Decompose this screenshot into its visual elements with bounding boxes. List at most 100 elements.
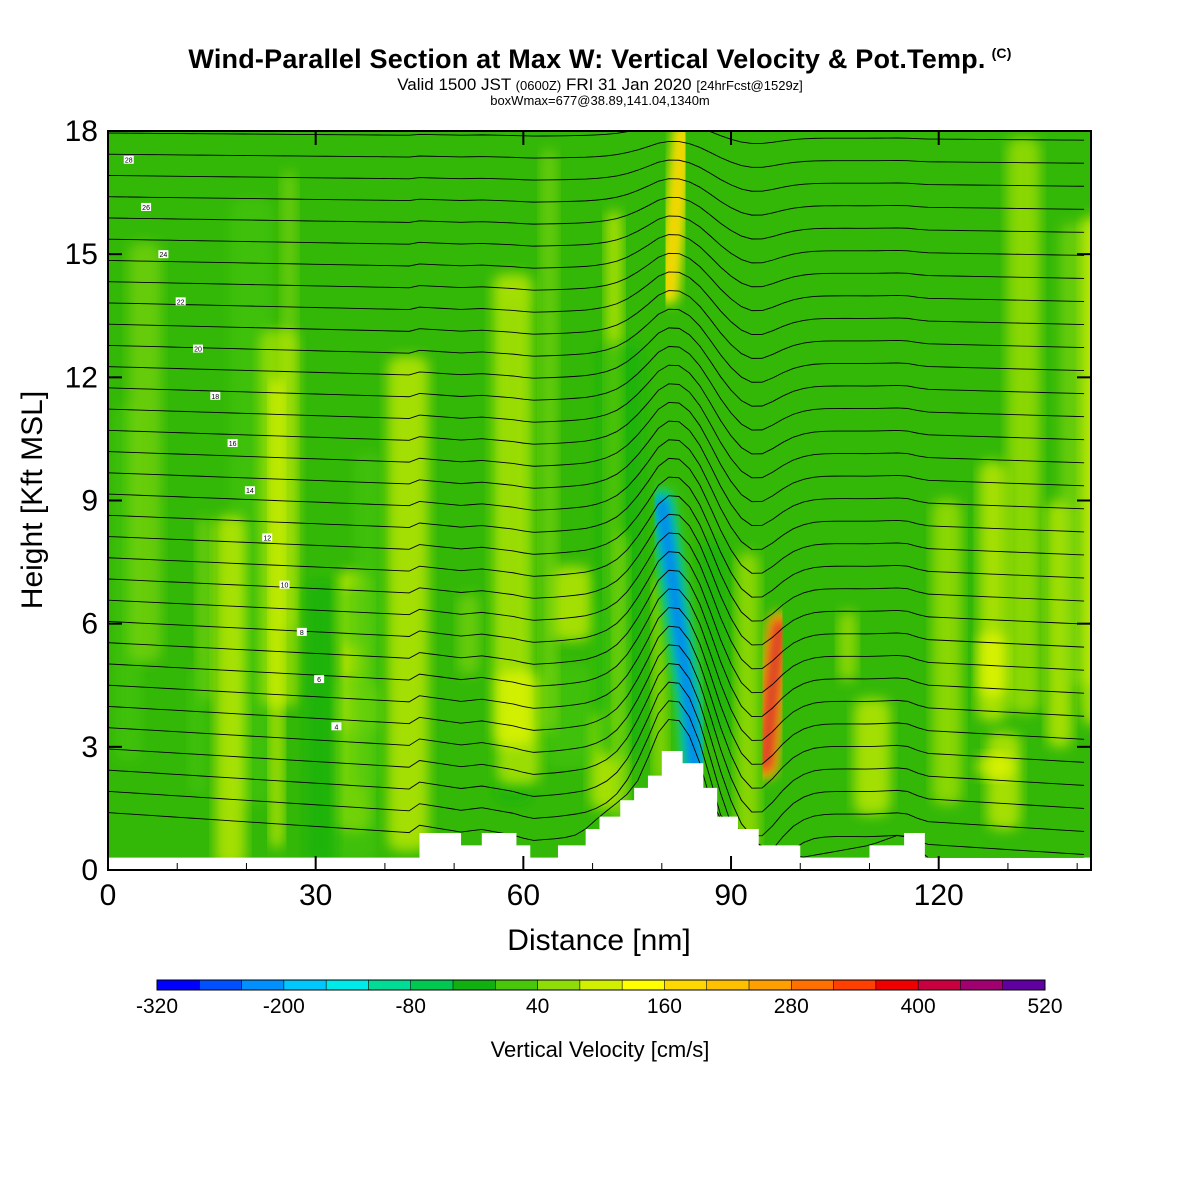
colorbar-swatch [875,980,919,990]
colorbar-swatch [199,980,243,990]
isentrope-line [108,252,1085,312]
isentrope-label-bg [227,439,238,448]
velocity-streak [496,670,540,786]
isentrope-line [108,495,1085,622]
isentrope-line [108,569,1085,718]
y-axis-title: Height [Kft MSL] [16,391,49,609]
velocity-streak [736,551,760,851]
velocity-streak [551,566,592,641]
velocity-streak [1081,215,1091,725]
axes: 0 30 60 90 120 0 3 6 9 12 15 18 [65,115,1091,912]
isentrope-line [108,551,1085,694]
terrain [108,750,1091,870]
x-axis-title: Distance [nm] [507,924,690,957]
isentrope-label-bg [314,675,325,684]
isentrope-line [108,234,1085,288]
plot-area: 28 26 24 22 20 18 16 14 12 10 8 6 4 [108,131,1091,870]
isentrope-line [108,271,1085,335]
isentrope-line [108,532,1085,670]
velocity-streak [540,148,558,734]
colorbar-tick-label: -200 [263,995,305,1018]
colorbar-swatch [706,980,750,990]
isentrope-line [108,346,1085,431]
velocity-streak [304,581,337,865]
velocity-streak [978,460,1008,697]
colorbar-swatch [495,980,539,990]
isentrope-line [108,327,1085,407]
isentrope-label: 6 [317,677,321,684]
isentrope-label: 4 [334,724,338,731]
isentrope-line [108,383,1085,479]
isentrope-label: 16 [229,441,237,448]
x-tick-label: 60 [507,879,540,912]
isentrope-label: 12 [263,535,271,542]
colorbar-label: Vertical Velocity [cm/s] [491,1037,710,1062]
colorbar-swatch [622,980,665,990]
x-tick-label: 120 [914,879,964,912]
isentrope-label: 26 [142,205,150,212]
isentrope-label-bg [123,155,134,164]
isentrope-label: 20 [194,347,202,354]
isentrope-label-bg [331,722,342,731]
isentrope-line [108,457,1085,574]
colorbar-swatch [833,980,877,990]
colorbar-swatch [368,980,412,990]
colorbar: -320 -200 -80 40 160 280 400 520 [136,979,1063,1018]
velocity-streak [1007,137,1040,714]
x-tick-label: 90 [714,879,747,912]
copyright-mark: (C) [991,45,1012,61]
x-tick-label: 0 [100,879,117,912]
isentrope-line [108,215,1085,264]
velocity-streak [492,273,533,747]
isentrope-label: 18 [211,394,219,401]
velocity-streak [189,665,206,796]
isentrope-line [108,178,1085,216]
colorbar-swatch [960,980,1004,990]
y-tick-label: 3 [81,731,98,764]
colorbar-swatch [410,980,454,990]
isentrope-line [108,607,1085,765]
colorbar-tick-label: -80 [396,995,426,1018]
colorbar-swatch [664,980,708,990]
isentrope-line [108,290,1085,359]
isentrope-line [108,681,1085,850]
colorbar-frame [156,979,1046,991]
velocity-streak [196,517,213,703]
isentrope-line [108,364,1085,455]
velocity-streak [128,242,162,663]
isentrope-line [108,196,1085,240]
isentrope-line [108,588,1085,741]
colorbar-tick-label: -320 [136,995,178,1018]
colorbar-swatch [918,980,961,990]
isentrope-line [108,308,1085,383]
isentrope-line [108,513,1085,646]
velocity-feature-updraft [763,621,782,770]
colorbar-swatch [241,980,285,990]
colorbar-swatch [157,980,200,990]
isentrope-label-bg [141,202,152,211]
isentrope-line [108,663,1085,837]
isentrope-label: 24 [159,252,167,259]
colorbar-swatch [749,980,792,990]
isentrope-line [108,131,1085,144]
colorbar-swatch [579,980,623,990]
isentrope-label-bg [262,533,273,542]
isentrope-label: 22 [177,299,185,306]
isentrope-label-bg [244,486,255,495]
colorbar-swatch [326,980,369,990]
isentrope-label-bg [296,627,307,636]
forecast-label: [24hrFcst@1529z] [696,78,803,93]
x-tick-label: 30 [299,879,332,912]
velocity-streak [613,532,629,825]
box-note: boxWmax=677@38.89,141.04,1340m [490,93,710,108]
isentrope-label-bg [210,391,221,400]
y-tick-label: 12 [65,361,98,394]
velocity-streak [932,499,962,805]
y-tick-label: 9 [81,485,98,518]
colorbar-tick-label: 400 [901,995,936,1018]
velocity-streak [1081,686,1091,704]
isentrope-label: 14 [246,488,254,495]
valid-utc: (0600Z) [515,78,562,93]
velocity-streak [838,610,857,682]
